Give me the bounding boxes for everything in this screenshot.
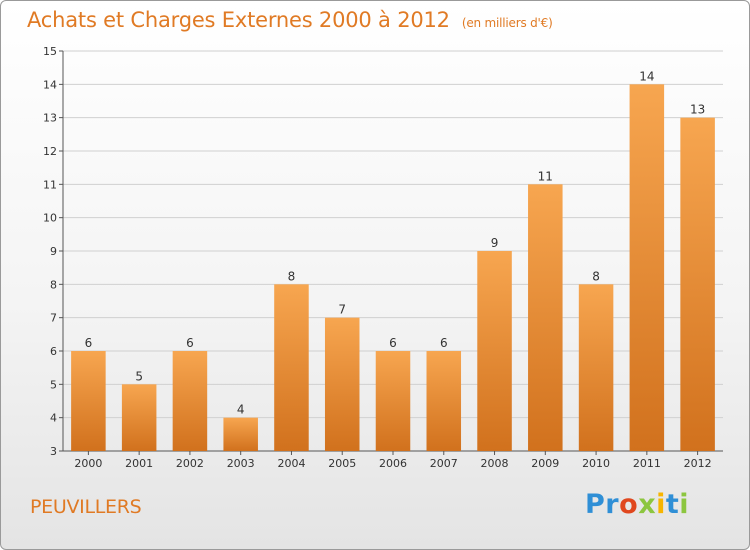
bar-value-label: 9 (491, 236, 499, 250)
y-tick-label: 12 (43, 145, 57, 158)
y-tick-label: 13 (43, 112, 57, 125)
logo-letter: P (585, 489, 606, 520)
y-tick-label: 3 (50, 445, 57, 458)
bar (71, 351, 106, 451)
y-tick-label: 4 (50, 412, 57, 425)
bar (477, 251, 512, 451)
bar (223, 417, 258, 451)
x-tick-label: 2003 (227, 457, 255, 470)
x-tick-label: 2010 (582, 457, 610, 470)
bar-value-label: 11 (538, 169, 553, 183)
x-tick-label: 2009 (531, 457, 559, 470)
commune-name: PEUVILLERS (30, 496, 142, 518)
bar-value-label: 5 (135, 369, 143, 383)
y-tick-label: 10 (43, 212, 57, 225)
unit-label: (en milliers d'€) (461, 16, 553, 30)
y-tick-label: 11 (43, 178, 57, 191)
logo-letter: i (679, 489, 690, 520)
bar (375, 351, 411, 451)
x-tick-label: 2004 (277, 457, 305, 470)
bar-value-label: 6 (440, 336, 448, 350)
chart-title: Achats et Charges Externes 2000 à 2012 (e… (27, 8, 553, 32)
proxiti-logo: Proxiti (585, 489, 689, 520)
x-tick-label: 2008 (481, 457, 509, 470)
bar (578, 284, 614, 451)
bar (121, 384, 157, 451)
x-tick-label: 2000 (74, 457, 102, 470)
logo-letter: r (605, 489, 620, 520)
y-tick-label: 8 (50, 278, 57, 291)
bar-value-label: 8 (592, 269, 600, 283)
y-tick-label: 7 (50, 312, 57, 325)
y-tick-label: 14 (43, 78, 57, 91)
bar-value-label: 7 (338, 303, 346, 317)
bar (629, 84, 665, 451)
logo-letter: i (656, 489, 666, 520)
x-tick-label: 2012 (684, 457, 712, 470)
logo-letter: x (638, 489, 657, 520)
x-tick-label: 2002 (176, 457, 204, 470)
x-tick-label: 2001 (125, 457, 153, 470)
bar-value-label: 13 (690, 103, 705, 117)
bar-value-label: 6 (85, 336, 93, 350)
x-tick-label: 2007 (430, 457, 458, 470)
bar-value-label: 6 (389, 336, 397, 350)
bar (528, 184, 563, 452)
bar (426, 351, 462, 451)
bar-value-label: 8 (288, 269, 296, 283)
bar (274, 284, 309, 451)
bar-value-label: 14 (639, 69, 654, 83)
x-tick-label: 2006 (379, 457, 407, 470)
bar-value-label: 6 (186, 336, 194, 350)
y-tick-label: 5 (50, 378, 57, 391)
logo-letter: t (665, 489, 680, 520)
bar (324, 317, 360, 451)
x-tick-label: 2011 (633, 457, 661, 470)
bar (680, 117, 715, 452)
logo-letter: o (619, 489, 639, 520)
bar (172, 351, 208, 451)
bar-value-label: 4 (237, 403, 245, 417)
y-tick-label: 15 (43, 45, 57, 58)
y-tick-label: 6 (50, 345, 57, 358)
y-tick-label: 9 (50, 245, 57, 258)
x-tick-label: 2005 (328, 457, 356, 470)
